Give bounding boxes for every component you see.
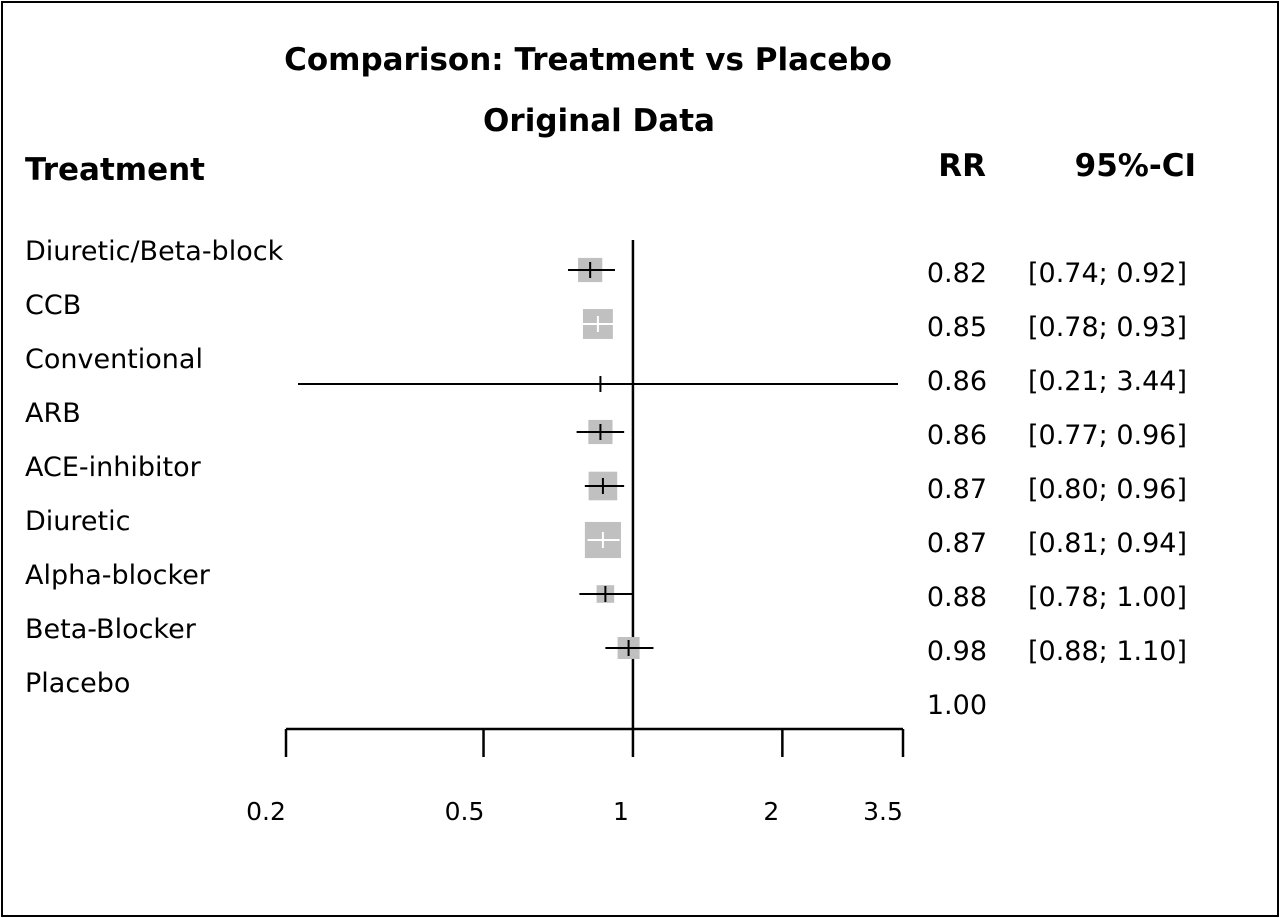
rr-value: 0.86 [927,366,987,397]
x-tick-label: 2 [763,797,779,826]
row-label: Diuretic [25,506,130,537]
forest-row: Beta-Blocker 0.98 [0.88; 1.10] [25,614,1187,667]
forest-row: Diuretic/Beta-block 0.82 [0.74; 0.92] [25,236,1187,289]
row-label: ARB [25,398,81,429]
ci-value: [0.78; 0.93] [1028,312,1187,343]
ci-value: [0.81; 0.94] [1028,528,1187,559]
rr-value: 0.88 [927,582,987,613]
row-label: Placebo [25,668,130,699]
treatment-column-header: Treatment [25,152,205,188]
x-tick-label: 0.5 [445,797,485,826]
row-label: Beta-Blocker [25,614,197,645]
rows-layer: Diuretic/Beta-block 0.82 [0.74; 0.92] CCB 0.… [25,236,1187,729]
forest-row: ACE-inhibitor 0.87 [0.80; 0.96] [25,452,1187,505]
forest-row: Alpha-blocker 0.88 [0.78; 1.00] [25,560,1187,613]
row-label: Alpha-blocker [25,560,211,591]
forest-row: Placebo 1.00 [25,668,987,721]
forest-row: ARB 0.86 [0.77; 0.96] [25,398,1187,451]
ci-value: [0.80; 0.96] [1028,474,1187,505]
ci-value: [0.88; 1.10] [1028,636,1187,667]
rr-value: 0.87 [927,474,987,505]
ci-value: [0.21; 3.44] [1028,366,1187,397]
chart-title: Comparison: Treatment vs Placebo [284,42,892,78]
rr-column-header: RR [938,148,986,184]
x-axis: 0.2 0.5 1 2 3.5 [246,729,903,826]
ci-value: [0.77; 0.96] [1028,420,1187,451]
row-label: Diuretic/Beta-block [25,236,284,267]
forest-row: Conventional 0.86 [0.21; 3.44] [25,344,1187,397]
row-label: ACE-inhibitor [25,452,202,483]
rr-value: 0.87 [927,528,987,559]
ci-value: [0.74; 0.92] [1028,258,1187,289]
forest-row: CCB 0.85 [0.78; 0.93] [25,290,1187,343]
forest-row: Diuretic 0.87 [0.81; 0.94] [25,506,1187,559]
x-tick-label: 1 [613,797,629,826]
ci-value: [0.78; 1.00] [1028,582,1187,613]
rr-value: 0.86 [927,420,987,451]
rr-value: 0.82 [927,258,987,289]
x-tick-label: 0.2 [246,797,286,826]
ci-column-header: 95%-CI [1075,148,1196,184]
rr-value: 1.00 [927,690,987,721]
rr-value: 0.85 [927,312,987,343]
row-label: CCB [25,290,81,321]
row-label: Conventional [25,344,203,375]
rr-value: 0.98 [927,636,987,667]
x-tick-label: 3.5 [863,797,903,826]
chart-subtitle: Original Data [483,103,715,139]
